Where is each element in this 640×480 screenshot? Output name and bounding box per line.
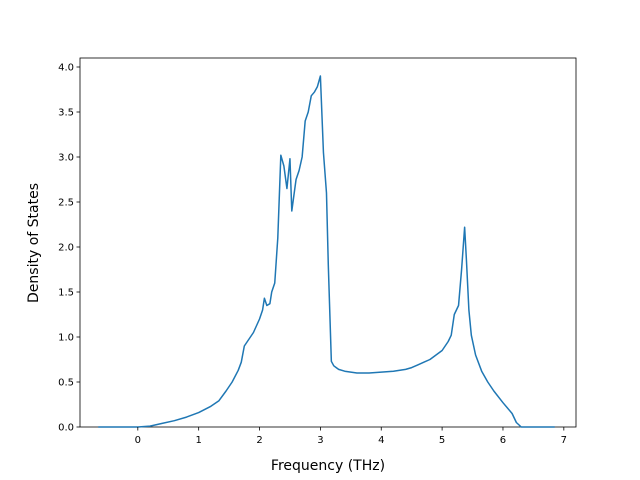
y-tick-label: 3.5 [58,108,74,119]
x-tick-label: 7 [561,435,567,446]
x-axis-title: Frequency (THz) [271,458,385,474]
y-tick-label: 0.0 [58,423,74,434]
y-tick-label: 0.5 [58,378,74,389]
x-tick-label: 1 [195,435,201,446]
y-tick-label: 1.5 [58,288,74,299]
plot-frame [79,57,577,428]
y-tick-label: 1.0 [58,333,74,344]
x-tick-label: 6 [500,435,506,446]
x-tick-label: 5 [439,435,445,446]
x-tick-label: 2 [256,435,262,446]
y-tick-label: 3.0 [58,153,74,164]
x-tick-label: 4 [378,435,384,446]
plot-area [79,57,577,428]
y-tick-label: 2.0 [58,243,74,254]
y-tick-label: 4.0 [58,63,74,74]
y-axis-title: Density of States [26,183,42,303]
dos-line [98,75,555,428]
x-tick-label: 3 [317,435,323,446]
y-tick-label: 2.5 [58,198,74,209]
y-axis-ticks: 0.0 0.5 1.0 1.5 2.0 2.5 3.0 3.5 4.0 [58,63,80,434]
x-axis-ticks: 0 1 2 3 4 5 6 7 [135,427,567,446]
x-tick-label: 0 [135,435,141,446]
